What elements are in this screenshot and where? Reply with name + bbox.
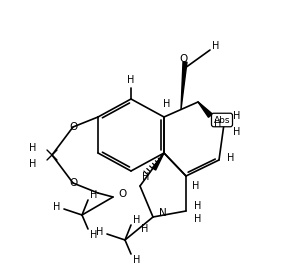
Text: H: H	[142, 172, 150, 182]
Text: H: H	[29, 143, 37, 153]
Text: O: O	[179, 54, 187, 64]
Text: N: N	[159, 208, 167, 218]
Text: Abs: Abs	[214, 116, 230, 125]
Polygon shape	[152, 153, 164, 170]
Text: H: H	[90, 230, 98, 240]
Text: H: H	[141, 224, 149, 234]
Text: O: O	[69, 122, 77, 132]
Text: O: O	[118, 189, 126, 199]
Text: H: H	[90, 190, 98, 200]
Text: H: H	[133, 255, 141, 265]
Text: H: H	[227, 153, 235, 163]
Polygon shape	[198, 102, 212, 117]
Text: H: H	[214, 119, 222, 129]
Polygon shape	[181, 62, 187, 109]
Text: H: H	[29, 159, 37, 169]
Text: H: H	[133, 215, 141, 225]
Text: H: H	[192, 181, 200, 191]
Text: O: O	[69, 178, 77, 188]
Text: H: H	[233, 111, 241, 121]
Text: H: H	[212, 41, 220, 51]
Text: H: H	[163, 99, 171, 109]
Text: H: H	[194, 201, 202, 211]
Text: H: H	[96, 227, 104, 237]
Text: H: H	[233, 127, 241, 137]
Text: H: H	[53, 202, 61, 212]
Text: H: H	[127, 75, 135, 85]
Text: H: H	[194, 214, 202, 224]
